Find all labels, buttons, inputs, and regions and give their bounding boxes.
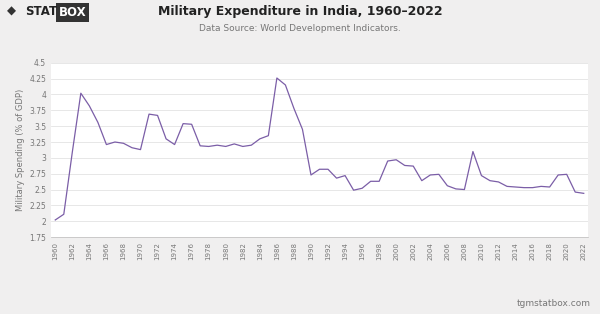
Text: ◆: ◆ [7, 5, 16, 18]
Text: Data Source: World Development Indicators.: Data Source: World Development Indicator… [199, 24, 401, 33]
Y-axis label: Military Spending (% of GDP): Military Spending (% of GDP) [16, 89, 25, 211]
Text: BOX: BOX [58, 6, 86, 19]
Text: tgmstatbox.com: tgmstatbox.com [517, 299, 591, 308]
Text: STAT: STAT [25, 5, 58, 18]
Text: Military Expenditure in India, 1960–2022: Military Expenditure in India, 1960–2022 [158, 5, 442, 18]
